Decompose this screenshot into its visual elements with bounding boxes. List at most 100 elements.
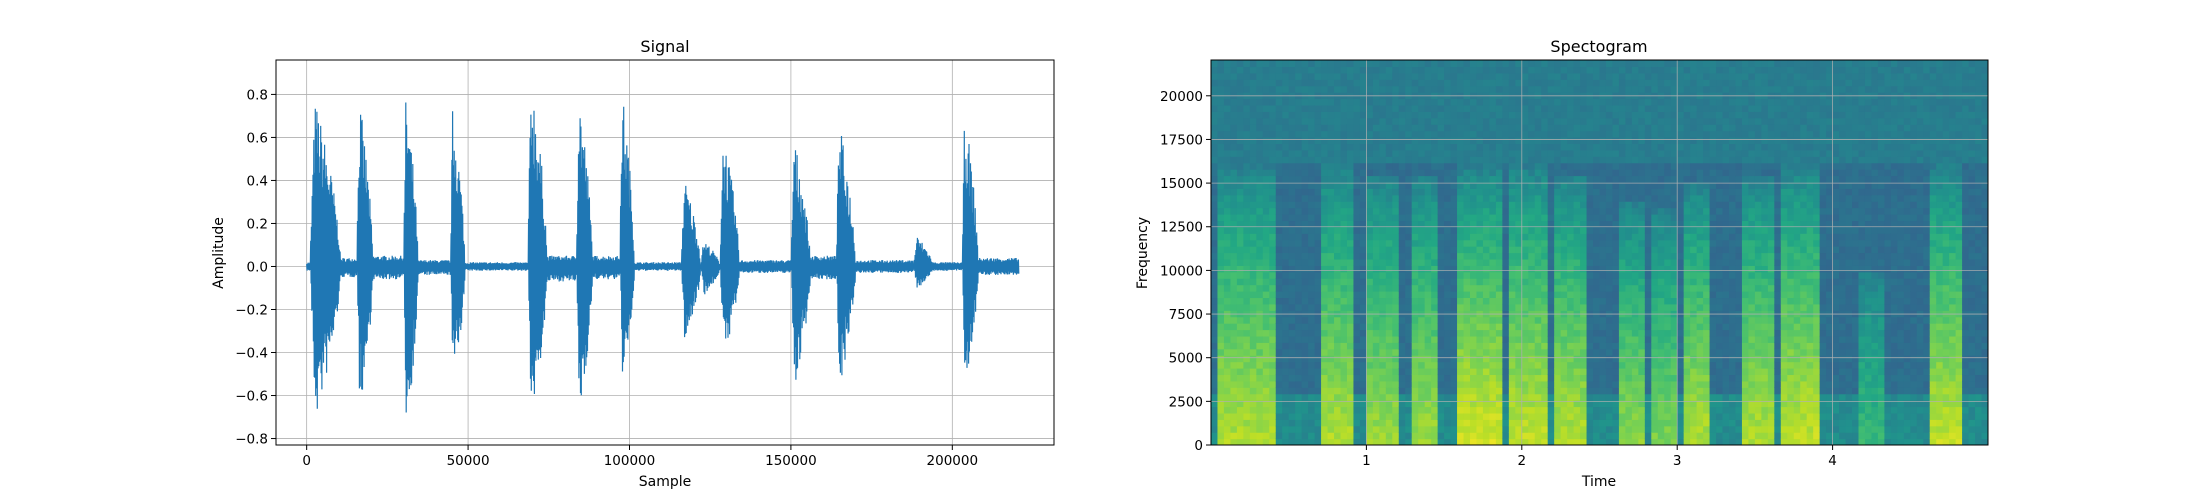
spectrogram-cell bbox=[1657, 214, 1665, 222]
spectrogram-cell bbox=[1495, 387, 1503, 395]
spectrogram-cell bbox=[1508, 98, 1516, 106]
spectrogram-cell bbox=[1495, 380, 1503, 388]
spectrogram-cell bbox=[1366, 297, 1374, 305]
spectrogram-cell bbox=[1722, 169, 1730, 177]
spectrogram-cell bbox=[1457, 239, 1465, 247]
spectrogram-cell bbox=[1217, 265, 1225, 273]
spectrogram-cell bbox=[1385, 188, 1393, 196]
spectrogram-cell bbox=[1282, 233, 1290, 241]
spectrogram-cell bbox=[1256, 162, 1264, 170]
spectrogram-cell bbox=[1722, 181, 1730, 189]
spectrogram-cell bbox=[1366, 419, 1374, 427]
spectrogram-cell bbox=[1211, 156, 1219, 164]
spectrogram-cell bbox=[1618, 239, 1626, 247]
spectrogram-cell bbox=[1256, 194, 1264, 202]
spectrogram-cell bbox=[1457, 291, 1465, 299]
spectrogram-cell bbox=[1385, 284, 1393, 292]
spectrogram-cell bbox=[1288, 60, 1296, 68]
spectrogram-cell bbox=[1211, 303, 1219, 311]
spectrogram-cell bbox=[1211, 79, 1219, 87]
spectrogram-cell bbox=[1372, 207, 1380, 215]
spectrogram-cell bbox=[1340, 348, 1348, 356]
spectrogram-cell bbox=[1262, 79, 1270, 87]
spectrogram-cell bbox=[1353, 335, 1361, 343]
spectrogram-cell bbox=[1534, 412, 1542, 420]
spectrogram-cell bbox=[1489, 233, 1497, 241]
spectrogram-cell bbox=[1515, 104, 1523, 112]
spectrogram-cell bbox=[1301, 323, 1309, 331]
spectrogram-cell bbox=[1683, 425, 1691, 433]
spectrogram-cell bbox=[1470, 406, 1478, 414]
spectrogram-cell bbox=[1599, 258, 1607, 266]
spectrogram-cell bbox=[1236, 400, 1244, 408]
spectrogram-cell bbox=[1275, 181, 1283, 189]
spectrogram-cell bbox=[1321, 143, 1329, 151]
spectrogram-cell bbox=[1321, 130, 1329, 138]
spectrogram-cell bbox=[1269, 348, 1277, 356]
spectrogram-cell bbox=[1716, 419, 1724, 427]
spectrogram-cell bbox=[1690, 175, 1698, 183]
spectrogram-cell bbox=[1444, 342, 1452, 350]
spectrogram-cell bbox=[1398, 258, 1406, 266]
spectrogram-cell bbox=[1560, 400, 1568, 408]
spectrogram-cell bbox=[1398, 291, 1406, 299]
spectrogram-cell bbox=[1580, 252, 1588, 260]
spectrogram-cell bbox=[1716, 239, 1724, 247]
spectrogram-cell bbox=[1508, 156, 1516, 164]
spectrogram-cell bbox=[1288, 72, 1296, 80]
spectrogram-cell bbox=[1644, 214, 1652, 222]
spectrogram-cell bbox=[1431, 406, 1439, 414]
spectrogram-cell bbox=[1334, 220, 1342, 228]
spectrogram-cell bbox=[1605, 284, 1614, 292]
spectrogram-cell bbox=[1722, 393, 1730, 401]
spectrogram-cell bbox=[1301, 355, 1309, 363]
spectrogram-cell bbox=[1521, 214, 1529, 222]
spectrogram-cell bbox=[1217, 329, 1225, 337]
spectrogram-cell bbox=[1709, 137, 1717, 145]
spectrogram-cell bbox=[1677, 214, 1685, 222]
spectrogram-cell bbox=[1495, 303, 1503, 311]
spectrogram-cell bbox=[1677, 297, 1685, 305]
spectrogram-cell bbox=[1534, 207, 1542, 215]
spectrogram-cell bbox=[1696, 348, 1704, 356]
spectrogram-cell bbox=[1489, 60, 1497, 68]
spectrogram-cell bbox=[1709, 98, 1717, 106]
spectrogram-cell bbox=[1716, 85, 1724, 93]
spectrogram-cell bbox=[1211, 130, 1219, 138]
spectrogram-cell bbox=[1729, 303, 1737, 311]
spectrogram-cell bbox=[1327, 400, 1335, 408]
spectrogram-cell bbox=[1580, 214, 1588, 222]
spectrogram-cell bbox=[1521, 374, 1529, 382]
spectrogram-cell bbox=[1405, 156, 1413, 164]
spectrogram-cell bbox=[1593, 387, 1601, 395]
spectrogram-cell bbox=[1567, 72, 1575, 80]
spectrogram-cell bbox=[1593, 233, 1601, 241]
spectrogram-cell bbox=[1256, 66, 1264, 74]
spectrogram-cell bbox=[1217, 137, 1225, 145]
spectrogram-cell bbox=[1670, 438, 1678, 445]
spectrogram-cell bbox=[1340, 60, 1348, 68]
spectrogram-cell bbox=[1560, 355, 1568, 363]
spectrogram-cell bbox=[1275, 137, 1283, 145]
spectrogram-cell bbox=[1644, 425, 1652, 433]
spectrogram-cell bbox=[1605, 355, 1614, 363]
spectrogram-cell bbox=[1625, 284, 1633, 292]
spectrogram-cell bbox=[1515, 278, 1523, 286]
spectrogram-cell bbox=[1735, 60, 1743, 68]
spectrogram-cell bbox=[1327, 214, 1335, 222]
spectrogram-cell bbox=[1282, 425, 1290, 433]
spectrogram-cell bbox=[1340, 162, 1348, 170]
spectrogram-cell bbox=[1593, 220, 1601, 228]
spectrogram-cell bbox=[1489, 181, 1497, 189]
spectrogram-cell bbox=[1573, 72, 1581, 80]
spectrogram-cell bbox=[1528, 335, 1536, 343]
spectrogram-cell bbox=[1346, 425, 1355, 433]
spectrogram-cell bbox=[1385, 291, 1393, 299]
spectrogram-cell bbox=[1321, 438, 1329, 445]
spectrogram-cell bbox=[1418, 194, 1426, 202]
spectrogram-cell bbox=[1243, 355, 1251, 363]
spectrogram-cell bbox=[1444, 432, 1452, 440]
spectrogram-cell bbox=[1482, 207, 1491, 215]
spectrogram-cell bbox=[1638, 66, 1646, 74]
spectrogram-cell bbox=[1366, 400, 1374, 408]
